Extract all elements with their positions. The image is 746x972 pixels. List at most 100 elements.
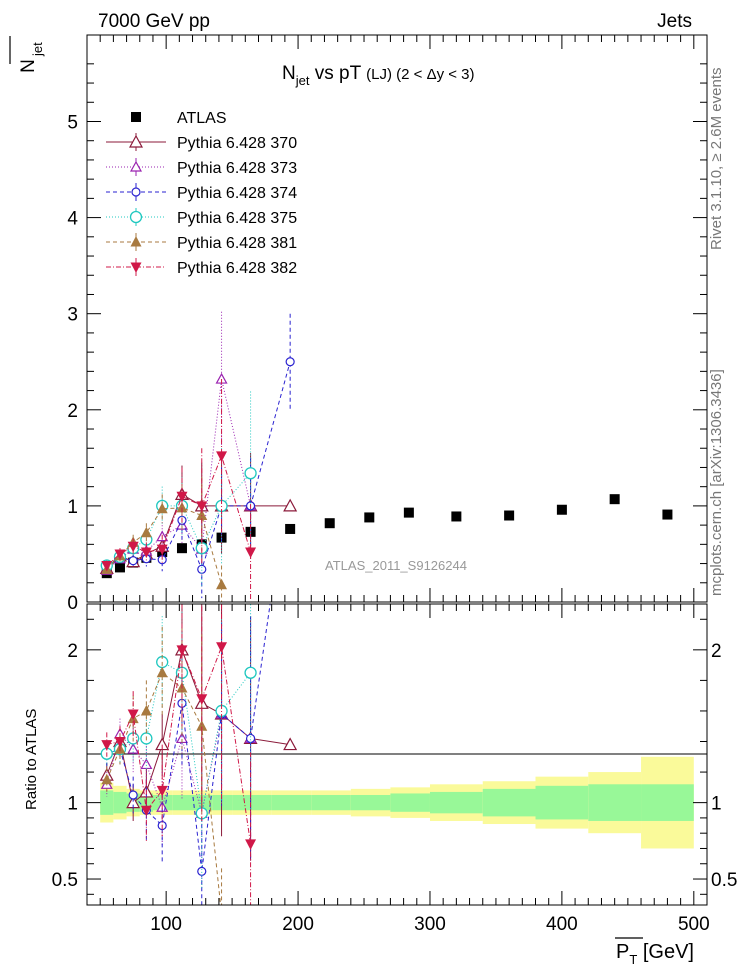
ratio-point-p381 [196,720,208,731]
data-point-p382 [127,541,139,553]
ratio-point-p381 [216,908,227,919]
data-point-atlas [609,494,620,505]
series-line-p374 [106,361,291,571]
ratio-line-p370 [106,648,291,804]
legend-label: Pythia 6.428 370 [177,135,297,152]
ratio-ylabel: Ratio to ATLAS [23,709,40,810]
x-tick-label: 200 [282,914,314,935]
data-point-p374 [128,556,138,566]
legend-marker [130,236,142,247]
data-point-p382 [176,491,188,503]
ratio-line-p381 [106,671,222,905]
band-inner-bin [350,794,391,811]
legend-label: Pythia 6.428 381 [177,235,297,252]
data-point-atlas [324,518,335,529]
analysis-watermark: ATLAS_2011_S9126244 [325,558,467,573]
ratio-line-p382 [106,644,252,844]
ratio-tick-label: 2 [67,641,78,662]
y-tick-label: 5 [67,112,78,133]
band-inner-bin [172,794,193,811]
data-point-p381 [176,501,188,513]
ratio-point-p381 [140,704,152,716]
ratio-tick-label-right: 0.5 [711,870,737,891]
band-inner-bin [100,790,114,815]
data-point-p382 [140,547,152,559]
legend-marker [128,134,144,148]
series-p373 [100,311,257,578]
data-point-p370 [283,498,298,512]
ratio-point-p382 [245,839,257,850]
band-inner-bin [482,788,536,817]
band-inner-bin [641,784,694,821]
title-sub: jet [295,73,310,88]
title-small: (LJ) (2 < Δy < 3) [366,66,474,83]
series-p382 [101,379,257,601]
x-tick-label: 500 [678,914,710,935]
ratio-panel-series [99,604,298,919]
ratio-point-p374 [128,790,138,800]
data-point-p382 [101,560,113,572]
ratio-line-p374 [106,604,271,872]
legend-item-p382: Pythia 6.428 382 [106,258,297,277]
ratio-series-p374 [102,604,271,905]
band-inner-bin [429,791,483,814]
plot-title: Njet vs pT (LJ) (2 < Δy < 3) [282,63,475,88]
main-panel-series [99,311,673,602]
x-tick-label: 300 [414,914,446,935]
band-inner-bin [535,785,589,820]
data-point-p382 [156,544,168,556]
band-inner-bin [390,793,430,812]
y-tick-label: 2 [67,401,78,422]
data-point-p374 [285,357,295,367]
legend-marker [131,112,141,122]
main-panel-frame [86,34,708,603]
legend-item-atlas: ATLAS [131,110,227,127]
x-axis-label: PT [GeV] [615,937,694,967]
band-inner-bin [311,794,351,811]
series-p374 [102,313,295,599]
data-point-atlas [504,510,515,521]
data-point-p375 [244,467,257,480]
category-label: Jets [657,11,692,32]
ratio-point-p382 [156,785,168,797]
legend-label: Pythia 6.428 382 [177,260,297,277]
ratio-point-p375 [244,666,257,679]
ratio-point-p374 [197,866,207,876]
data-point-atlas [556,504,567,515]
legend: ATLAS Pythia 6.428 370 Pythia 6.428 373 Pyt… [106,110,297,277]
data-point-atlas [176,543,187,554]
collision-label: 7000 GeV pp [98,11,210,32]
data-point-p381 [216,578,228,590]
legend-label: Pythia 6.428 374 [177,185,297,202]
legend-label: Pythia 6.428 375 [177,210,297,227]
ratio-tick-label-right: 1 [711,794,722,815]
data-point-p382 [196,501,208,512]
data-point-p381 [196,509,208,521]
uncertainty-band [100,756,694,849]
legend-item-p375: Pythia 6.428 375 [106,208,297,227]
data-point-p382 [216,451,228,462]
data-point-atlas [364,512,375,523]
data-point-p382 [245,547,257,559]
ratio-panel-frame [86,603,708,906]
y-tick-label: 0 [67,593,78,614]
ratio-point-p382 [127,709,139,721]
data-point-p381 [156,502,168,514]
data-point-atlas [285,523,296,534]
y-tick-label: 1 [67,497,78,518]
legend-label: ATLAS [177,110,227,127]
svg-text:PT [GeV]: PT [GeV] [616,941,694,967]
legend-marker [131,187,141,197]
band-inner-bin [113,791,127,814]
axis-ticks: 100 200 300 400 500 0 1 2 3 4 5 0.5 0.5 1 1 2 2 [52,35,737,935]
data-point-atlas [403,507,414,518]
series-p370 [99,453,298,574]
legend-label: Pythia 6.428 373 [177,160,297,177]
legend-marker [129,160,143,172]
series-line-p373 [106,378,252,571]
ratio-point-p382 [101,740,113,751]
ratio-point-p381 [156,666,168,678]
legend-marker [129,210,143,224]
legend-item-p373: Pythia 6.428 373 [106,158,297,177]
